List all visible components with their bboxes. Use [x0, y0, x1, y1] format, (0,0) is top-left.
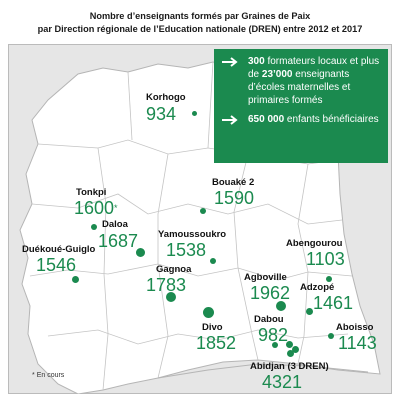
region-value: 1538: [166, 240, 207, 260]
region-name: Daloa: [102, 219, 128, 230]
region-name: Korhogo: [146, 92, 186, 103]
region-value: 1103: [306, 249, 345, 269]
region-dot: [286, 341, 293, 348]
region-name: Tonkpi: [76, 187, 107, 198]
region-name: Abengourou: [286, 238, 343, 249]
region-dot: [136, 248, 145, 257]
legend-marker: *: [32, 372, 35, 379]
region-dot: [292, 346, 299, 353]
info-text-children: 650 000 enfants bénéficiaires: [248, 114, 379, 125]
region-dot: [200, 208, 206, 214]
region-dot: [287, 350, 294, 357]
region-name: Dabou: [254, 314, 284, 325]
region-dot: [91, 224, 97, 230]
region-dot: [328, 333, 334, 339]
region-value: 982: [258, 325, 289, 345]
region-dot: [166, 292, 176, 302]
region-name: Agboville: [244, 272, 287, 283]
region-name: Duékoué-Guiglo: [22, 244, 96, 255]
region-name: Adzopé: [300, 282, 335, 293]
region-dot: [326, 276, 332, 282]
region-name: Yamoussoukro: [158, 229, 227, 240]
info-item-children: 650 000 enfants bénéficiaires: [214, 113, 382, 126]
info-item-trainers: 300 formateurs locaux et plus de 23’000 …: [214, 55, 382, 107]
region-value: 1852: [196, 333, 237, 353]
map-legend: * En cours: [32, 372, 64, 379]
region-name: Gagnoa: [156, 264, 192, 275]
region-dot: [203, 307, 214, 318]
region-value: 1600*: [74, 198, 118, 218]
region-dot: [192, 111, 197, 116]
region-dot: [276, 301, 286, 311]
region-dot: [72, 276, 79, 283]
region-value: 934: [146, 104, 177, 124]
region-dot: [210, 258, 216, 264]
region-value: 1143: [338, 333, 377, 353]
info-text-trainers: 300 formateurs locaux et plus de 23’000 …: [248, 56, 380, 106]
region-name: Abidjan (3 DREN): [250, 361, 329, 372]
legend-text: En cours: [36, 372, 65, 379]
region-value: 1461: [313, 293, 354, 313]
region-value: 1962: [250, 283, 291, 303]
title-line-1: Nombre d’enseignants formés par Graines …: [89, 11, 311, 21]
right-arrow-icon: [214, 55, 248, 67]
region-name: Bouaké 2: [212, 177, 255, 188]
info-box: 300 formateurs locaux et plus de 23’000 …: [214, 49, 388, 163]
region-value: 1687: [98, 231, 139, 251]
region-dot: [272, 342, 278, 348]
region-value: 1590: [214, 188, 255, 208]
region-name: Divo: [202, 322, 223, 333]
map-title: Nombre d’enseignants formés par Graines …: [0, 10, 400, 36]
region-dot: [306, 308, 313, 315]
region-value: 1783: [146, 275, 187, 295]
right-arrow-icon: [214, 113, 248, 125]
region-name: Aboisso: [336, 322, 374, 333]
region-value: 1546: [36, 255, 77, 275]
coastline: [157, 363, 369, 379]
region-value: 4321: [262, 372, 303, 392]
title-line-2: par Direction régionale de l’Education n…: [37, 24, 363, 34]
